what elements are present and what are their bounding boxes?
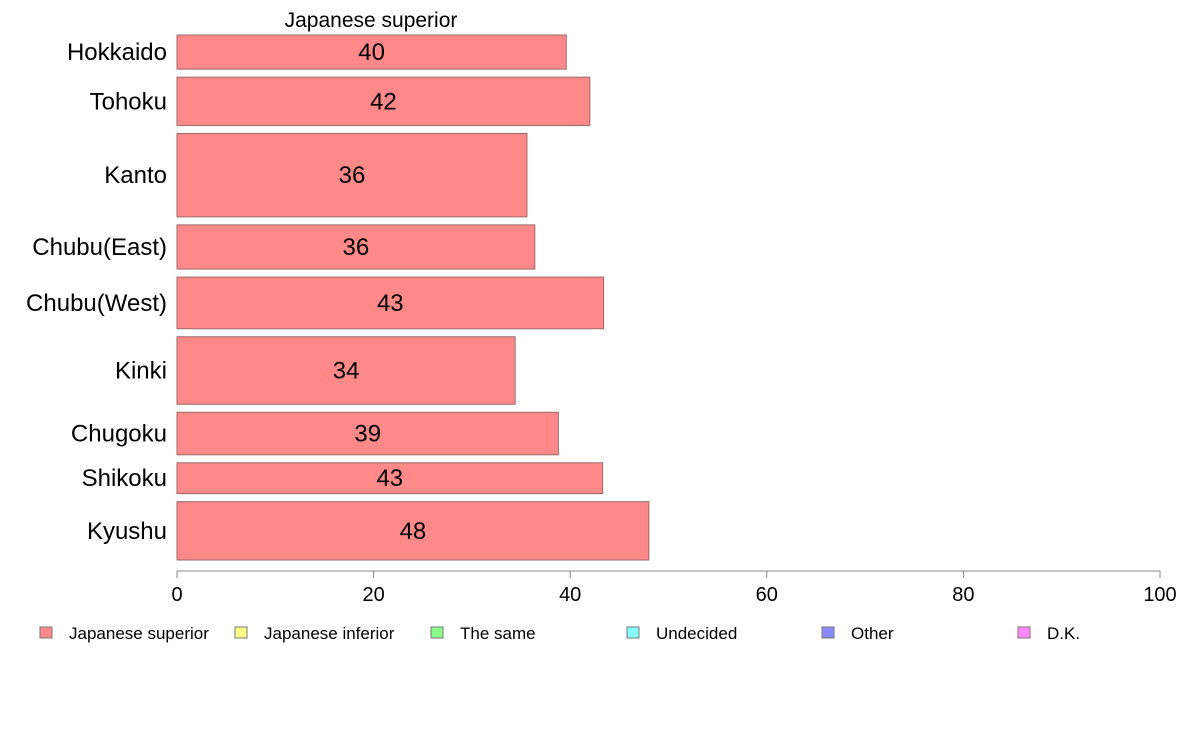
category-label: Kanto	[104, 162, 167, 189]
legend-label: Other	[851, 624, 894, 643]
category-label: Shikoku	[82, 465, 167, 492]
category-label: Chubu(West)	[26, 290, 167, 317]
legend-swatch	[821, 626, 835, 639]
legend-swatch	[234, 626, 248, 639]
bar-chubu-west-	[176, 276, 605, 330]
bar-kanto	[176, 133, 528, 218]
legend-label: Undecided	[656, 624, 737, 643]
bar-chubu-east-	[176, 224, 536, 270]
bar-value-label: 42	[370, 88, 397, 115]
chart-title: Japanese superior	[285, 9, 458, 32]
x-tick-label: 80	[952, 584, 974, 606]
legend-swatch	[1017, 626, 1031, 639]
legend-swatch	[39, 626, 53, 639]
x-tick-label: 40	[559, 584, 581, 606]
x-tick-label: 60	[756, 584, 778, 606]
x-axis: 0 20 40 60 80 100	[171, 570, 1177, 606]
category-label: Hokkaido	[67, 39, 167, 66]
bar-kinki	[176, 336, 516, 405]
bar-chugoku	[176, 411, 559, 456]
category-label: Kyushu	[87, 518, 167, 545]
bar-value-label: 34	[333, 358, 360, 385]
bar-value-label: 40	[358, 39, 385, 66]
bars-group: Hokkaido 40 Tohoku 42 Kanto 36 Chubu(East) 36 Ch…	[26, 34, 650, 561]
legend: Japanese superior Japanese inferior The sa…	[39, 624, 1080, 643]
legend-label: Japanese inferior	[264, 624, 395, 643]
category-label: Chubu(East)	[32, 234, 167, 261]
x-tick-label: 20	[362, 584, 384, 606]
category-label: Chugoku	[71, 421, 167, 448]
bar-shikoku	[176, 462, 604, 495]
bar-value-label: 43	[376, 465, 403, 492]
bar-kyushu	[176, 501, 650, 561]
legend-label: Japanese superior	[69, 624, 209, 643]
x-tick-label: 100	[1143, 584, 1176, 606]
bar-tohoku	[176, 76, 591, 127]
bar-value-label: 39	[354, 421, 381, 448]
x-tick-label: 0	[171, 584, 182, 606]
category-label: Kinki	[115, 358, 167, 385]
legend-label: The same	[460, 624, 536, 643]
legend-swatch	[626, 626, 640, 639]
bar-value-label: 43	[377, 290, 404, 317]
bar-hokkaido	[176, 34, 567, 70]
bar-value-label: 36	[343, 234, 370, 261]
bar-value-label: 36	[339, 162, 366, 189]
bar-value-label: 48	[400, 518, 427, 545]
legend-swatch	[430, 626, 444, 639]
legend-label: D.K.	[1047, 624, 1080, 643]
category-label: Tohoku	[90, 88, 167, 115]
